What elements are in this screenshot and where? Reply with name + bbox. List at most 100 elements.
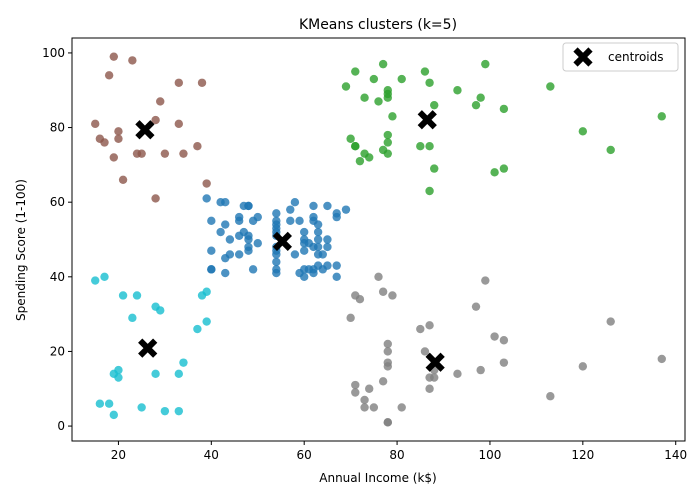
cluster-0-point: [244, 246, 253, 255]
cluster-2-point: [499, 336, 509, 345]
cluster-0-point: [286, 205, 295, 214]
cluster-4-point: [151, 369, 160, 379]
cluster-2-point: [425, 384, 434, 393]
y-tick-label: 0: [57, 419, 65, 433]
cluster-0-point: [272, 257, 281, 267]
cluster-0-point: [332, 272, 341, 282]
cluster-0-point: [221, 197, 230, 207]
y-axis-title: Spending Score (1-100): [14, 179, 28, 321]
cluster-2-point: [546, 392, 555, 401]
x-tick-label: 80: [389, 448, 404, 462]
cluster-2-point: [383, 339, 392, 349]
cluster-1-point: [369, 74, 379, 84]
cluster-4-point: [132, 291, 142, 300]
cluster-2-point: [360, 403, 369, 412]
cluster-4-point: [179, 358, 188, 367]
cluster-1-point: [365, 153, 374, 162]
plot-area: [71, 37, 686, 442]
cluster-1-point: [453, 86, 462, 95]
y-axis-ticks: 0 20 40 60 80 100: [42, 46, 72, 433]
cluster-3-point: [174, 119, 184, 129]
cluster-4-point: [202, 317, 211, 326]
cluster-3-point: [109, 153, 119, 162]
cluster-2-point: [383, 418, 392, 427]
cluster-1-point: [420, 67, 430, 76]
y-tick-label: 40: [50, 270, 65, 284]
cluster-4-point: [193, 324, 202, 334]
cluster-0-point: [272, 268, 281, 278]
cluster-0-point: [332, 261, 341, 270]
cluster-0-point: [244, 201, 253, 211]
cluster-1-point: [490, 168, 499, 177]
cluster-3-point: [109, 52, 119, 61]
cluster-2-point: [476, 365, 485, 375]
cluster-0-point: [300, 227, 309, 237]
cluster-2-point: [360, 395, 369, 405]
cluster-2-point: [578, 362, 588, 371]
cluster-2-point: [430, 373, 439, 382]
cluster-0-point: [207, 216, 216, 226]
cluster-2-point: [499, 358, 509, 367]
cluster-1-point: [499, 164, 509, 173]
cluster-3-point: [197, 78, 207, 87]
cluster-1-point: [657, 112, 666, 121]
legend-box: [562, 42, 679, 72]
cluster-2-point: [346, 313, 355, 323]
cluster-4-point: [137, 403, 146, 412]
cluster-1-point: [388, 112, 397, 121]
x-axis-ticks: 20 40 60 80 100 120 140: [111, 441, 687, 462]
cluster-3-point: [128, 56, 137, 65]
cluster-2-point: [416, 324, 425, 334]
centroid-marker: [417, 110, 437, 130]
cluster-2-point: [383, 362, 392, 371]
cluster-2-point: [425, 321, 434, 330]
cluster-2-point: [388, 291, 397, 300]
cluster-2-point: [374, 272, 383, 282]
cluster-2-point: [369, 403, 379, 412]
cluster-3-point: [114, 127, 123, 136]
cluster-2-point: [397, 403, 406, 412]
legend: centroids: [562, 42, 679, 72]
cluster-0-point: [313, 242, 323, 252]
cluster-1-point: [383, 138, 392, 147]
cluster-0-point: [253, 212, 262, 222]
cluster-0-point: [225, 235, 235, 244]
cluster-2-point: [365, 384, 374, 393]
cluster-4-point: [114, 373, 123, 382]
cluster-0-point: [221, 220, 230, 229]
cluster-3-point: [137, 149, 146, 158]
cluster-0-point: [323, 242, 332, 252]
cluster-0-point: [234, 250, 244, 259]
centroid-marker: [272, 231, 292, 251]
cluster-3-point: [114, 134, 123, 143]
cluster-2-point: [606, 317, 615, 326]
cluster-1-point: [578, 127, 588, 136]
cluster-0-point: [221, 268, 230, 278]
cluster-0-point: [216, 227, 225, 237]
cluster-2-point: [351, 388, 360, 397]
cluster-1-point: [360, 93, 369, 102]
cluster-0-point: [341, 205, 351, 214]
x-tick-label: 20: [111, 448, 126, 462]
cluster-2-point: [355, 295, 365, 304]
y-tick-label: 100: [42, 46, 65, 60]
cluster-1-point: [383, 89, 392, 99]
y-tick-label: 20: [50, 344, 65, 358]
cluster-0-point: [202, 194, 211, 203]
cluster-0-point: [323, 201, 332, 211]
cluster-2-point: [378, 287, 388, 296]
cluster-2-point: [481, 276, 490, 285]
legend-label: centroids: [608, 50, 664, 64]
cluster-1-point: [481, 59, 490, 69]
cluster-0-point: [332, 212, 341, 222]
cluster-0-point: [290, 197, 300, 207]
cluster-4-point: [114, 365, 123, 375]
cluster-1-point: [351, 67, 360, 76]
cluster-0-point: [272, 250, 281, 259]
cluster-1-point: [476, 93, 485, 102]
cluster-0-point: [248, 265, 258, 274]
cluster-0-point: [272, 216, 281, 226]
cluster-1-point: [341, 82, 351, 91]
cluster-0-point: [225, 250, 235, 259]
